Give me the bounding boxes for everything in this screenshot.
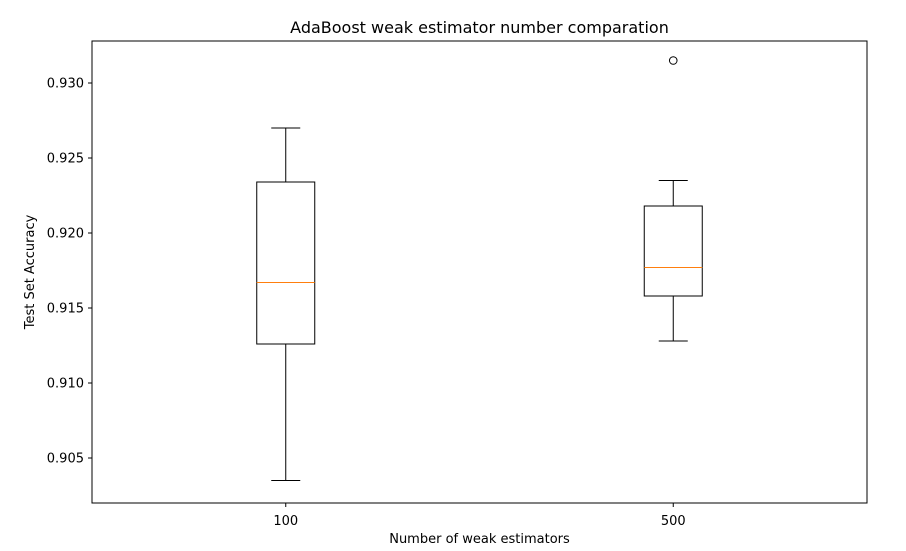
iqr-box [643, 205, 703, 297]
y-tick-label: 0.920 [47, 227, 84, 242]
plot-area [256, 56, 703, 481]
x-tick-label: 100 [273, 514, 298, 529]
chart-title: AdaBoost weak estimator number comparati… [290, 18, 669, 37]
box-group-100 [256, 127, 316, 481]
box-group-500 [643, 56, 703, 342]
plot-frame [91, 40, 868, 504]
y-axis: 0.905 0.910 0.915 0.920 0.925 0.930 [47, 77, 92, 467]
x-axis: 100 500 [273, 503, 686, 529]
iqr-box [256, 181, 316, 345]
x-axis-title: Number of weak estimators [389, 532, 570, 547]
y-tick-label: 0.910 [47, 377, 84, 392]
y-tick-label: 0.905 [47, 452, 84, 467]
y-tick-label: 0.930 [47, 77, 84, 92]
y-tick-label: 0.925 [47, 152, 84, 167]
y-axis-title: Test Set Accuracy [23, 214, 38, 330]
outlier-point [668, 56, 678, 65]
y-tick-label: 0.915 [47, 302, 84, 317]
x-tick-label: 500 [661, 514, 686, 529]
